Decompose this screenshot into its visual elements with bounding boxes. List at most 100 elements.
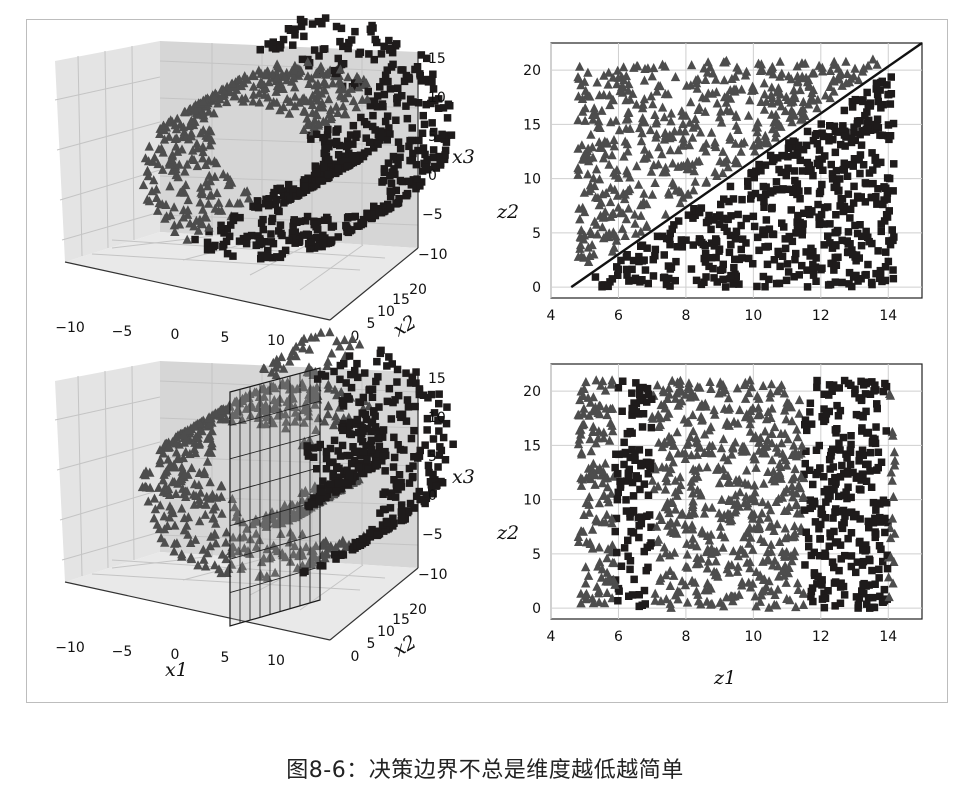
square-marker (867, 483, 876, 491)
triangle-marker (610, 184, 620, 194)
triangle-marker (812, 103, 822, 113)
square-marker (247, 231, 256, 240)
square-marker (334, 233, 342, 241)
triangle-marker (200, 509, 210, 519)
square-marker (831, 241, 839, 249)
square-marker (618, 407, 626, 415)
square-marker (826, 220, 834, 228)
triangle-marker (177, 503, 187, 513)
triangle-marker (748, 140, 759, 150)
square-marker (809, 597, 817, 606)
square-marker (343, 162, 352, 170)
triangle-marker (723, 455, 733, 465)
square-marker (203, 238, 212, 247)
triangle-marker (579, 187, 589, 197)
square-marker (309, 444, 318, 452)
triangle-marker (642, 220, 652, 230)
square-marker (651, 245, 660, 254)
square-marker (313, 375, 322, 383)
triangle-marker (301, 542, 311, 552)
square-marker (833, 128, 842, 136)
square-marker (320, 138, 329, 146)
triangle-marker (217, 549, 228, 559)
y-tick-label: 0 (532, 601, 541, 617)
triangle-marker (706, 548, 717, 558)
square-marker (865, 116, 873, 125)
triangle-marker (682, 597, 693, 607)
square-marker (402, 71, 411, 80)
square-marker (321, 45, 329, 53)
triangle-marker (260, 68, 270, 78)
square-marker (365, 138, 374, 146)
square-marker (856, 537, 864, 546)
square-marker (784, 144, 793, 152)
triangle-marker (573, 531, 584, 541)
square-marker (441, 151, 449, 159)
triangle-marker (195, 425, 205, 435)
square-marker (349, 121, 358, 130)
square-marker (257, 251, 265, 259)
square-marker (386, 130, 394, 138)
triangle-marker (782, 460, 792, 470)
square-marker (784, 268, 793, 276)
square-marker (647, 423, 656, 432)
square-marker (829, 514, 837, 522)
square-marker (370, 204, 378, 213)
triangle-marker (675, 375, 685, 385)
triangle-marker (584, 507, 594, 517)
square-marker (322, 465, 331, 473)
square-marker (341, 157, 349, 165)
triangle-marker (795, 85, 805, 95)
square-marker (850, 182, 858, 191)
triangle-marker (281, 423, 291, 433)
triangle-marker (171, 488, 181, 498)
square-marker (428, 78, 436, 86)
triangle-marker (588, 109, 598, 119)
points-2d-top (573, 54, 898, 291)
triangle-marker (776, 101, 786, 111)
square-marker (817, 505, 826, 513)
triangle-marker (591, 438, 601, 448)
square-marker (638, 241, 647, 249)
triangle-marker (585, 226, 596, 236)
z-tick: −5 (422, 207, 443, 223)
triangle-marker (179, 429, 189, 439)
triangle-marker (790, 528, 800, 538)
triangle-marker (887, 427, 898, 437)
triangle-marker (149, 175, 159, 185)
y-ticks-3d-top: 0 5 10 15 20 (351, 282, 427, 345)
square-marker (671, 276, 679, 285)
triangle-marker (669, 547, 680, 557)
triangle-marker (602, 587, 612, 597)
triangle-marker (156, 533, 166, 543)
triangle-marker (687, 502, 698, 512)
square-marker (854, 601, 863, 609)
triangle-marker (164, 131, 174, 141)
square-marker (361, 410, 369, 419)
triangle-marker (759, 585, 769, 595)
square-marker (881, 263, 890, 271)
triangle-marker (198, 153, 208, 163)
square-marker (371, 423, 380, 431)
square-marker (336, 37, 344, 46)
triangle-marker (240, 71, 250, 81)
square-marker (313, 465, 321, 473)
square-marker (640, 586, 649, 595)
triangle-marker (771, 496, 781, 506)
triangle-marker (706, 383, 716, 393)
triangle-marker (576, 429, 586, 439)
triangle-marker (825, 81, 835, 91)
square-marker (798, 226, 807, 234)
triangle-marker (798, 96, 809, 106)
triangle-marker (701, 401, 711, 411)
square-marker (745, 254, 753, 263)
triangle-marker (790, 464, 800, 474)
triangle-marker (768, 466, 779, 476)
triangle-marker (270, 567, 280, 577)
square-marker (812, 446, 821, 454)
triangle-marker (767, 428, 777, 438)
triangle-marker (798, 599, 809, 609)
triangle-marker (604, 67, 614, 77)
triangle-marker (189, 421, 199, 431)
square-marker (879, 387, 888, 396)
